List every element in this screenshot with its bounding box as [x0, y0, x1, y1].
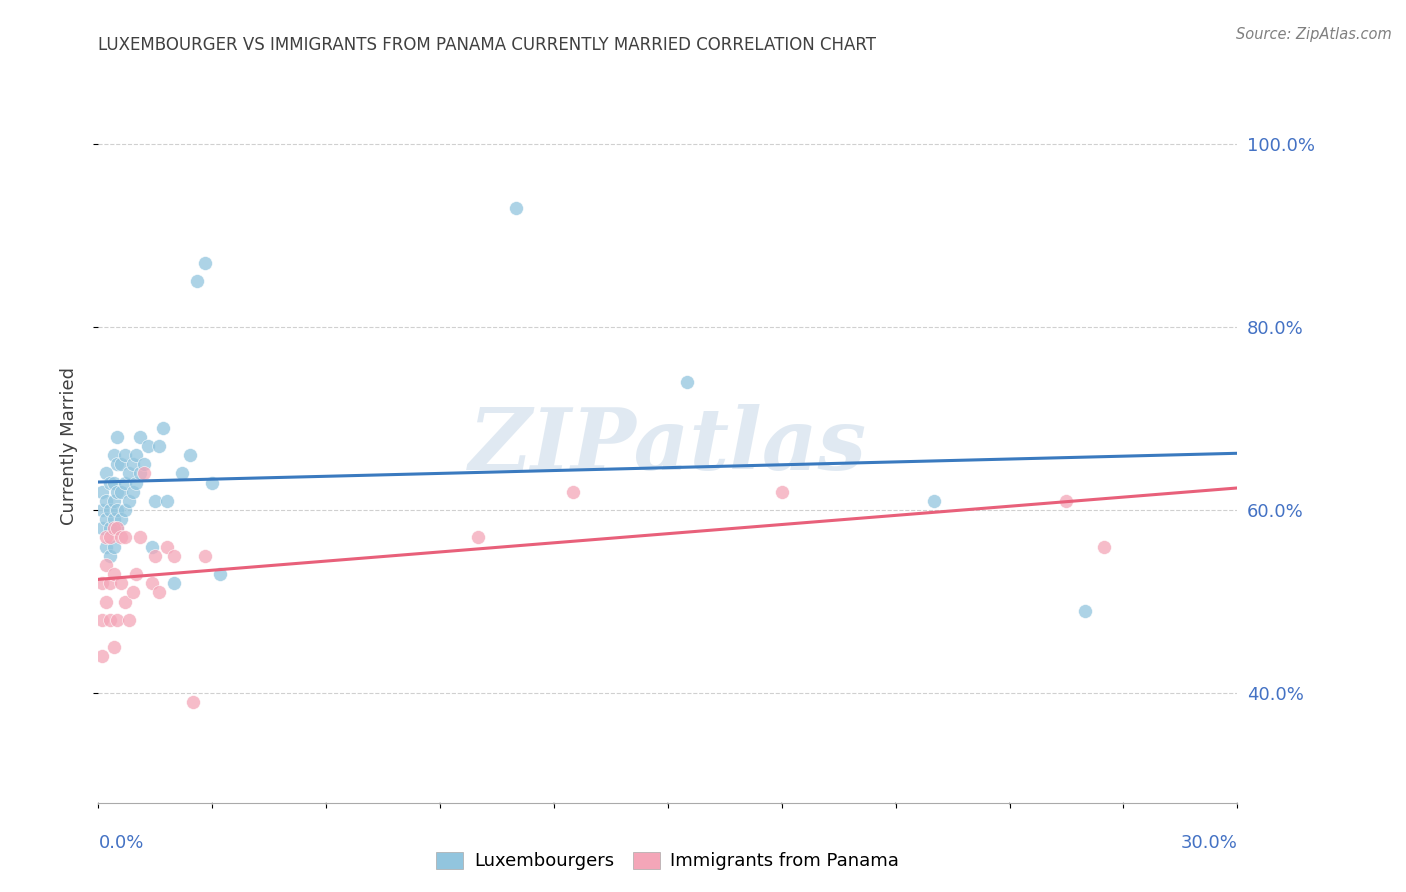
- Point: [98, 521, 121, 535]
- Point: [152, 420, 174, 434]
- Point: [103, 512, 125, 526]
- Point: [91, 613, 114, 627]
- Point: [94, 594, 117, 608]
- Point: [505, 201, 527, 215]
- Point: [94, 558, 117, 572]
- Point: [94, 512, 117, 526]
- Point: [163, 549, 186, 563]
- Point: [94, 494, 117, 508]
- Point: [107, 484, 129, 499]
- Point: [922, 494, 945, 508]
- Point: [94, 531, 117, 545]
- Point: [194, 549, 217, 563]
- Point: [208, 567, 231, 582]
- Point: [103, 521, 125, 535]
- Legend: Luxembourgers, Immigrants from Panama: Luxembourgers, Immigrants from Panama: [427, 843, 908, 880]
- Text: Source: ZipAtlas.com: Source: ZipAtlas.com: [1236, 27, 1392, 42]
- Point: [94, 540, 117, 554]
- Point: [107, 521, 129, 535]
- Point: [91, 484, 114, 499]
- Text: 30.0%: 30.0%: [1181, 834, 1237, 852]
- Point: [163, 576, 186, 591]
- Point: [114, 448, 136, 462]
- Point: [114, 503, 136, 517]
- Point: [118, 613, 141, 627]
- Point: [98, 549, 121, 563]
- Point: [103, 540, 125, 554]
- Point: [1056, 494, 1078, 508]
- Point: [91, 649, 114, 664]
- Point: [118, 494, 141, 508]
- Point: [201, 475, 224, 490]
- Point: [107, 458, 129, 472]
- Point: [107, 613, 129, 627]
- Point: [118, 467, 141, 481]
- Point: [110, 531, 132, 545]
- Point: [183, 695, 205, 709]
- Point: [98, 503, 121, 517]
- Point: [94, 467, 117, 481]
- Point: [121, 484, 143, 499]
- Point: [98, 475, 121, 490]
- Point: [125, 448, 148, 462]
- Point: [129, 430, 152, 444]
- Point: [467, 531, 489, 545]
- Point: [1094, 540, 1116, 554]
- Point: [132, 458, 155, 472]
- Point: [107, 430, 129, 444]
- Point: [170, 467, 193, 481]
- Point: [186, 274, 208, 288]
- Point: [194, 256, 217, 270]
- Point: [114, 531, 136, 545]
- Point: [103, 640, 125, 655]
- Point: [110, 484, 132, 499]
- Point: [114, 594, 136, 608]
- Text: ZIPatlas: ZIPatlas: [468, 404, 868, 488]
- Point: [121, 585, 143, 599]
- Point: [129, 531, 152, 545]
- Point: [110, 458, 132, 472]
- Point: [103, 494, 125, 508]
- Point: [91, 576, 114, 591]
- Point: [125, 475, 148, 490]
- Point: [132, 467, 155, 481]
- Text: LUXEMBOURGER VS IMMIGRANTS FROM PANAMA CURRENTLY MARRIED CORRELATION CHART: LUXEMBOURGER VS IMMIGRANTS FROM PANAMA C…: [98, 36, 876, 54]
- Point: [103, 567, 125, 582]
- Point: [145, 494, 167, 508]
- Point: [107, 503, 129, 517]
- Point: [145, 549, 167, 563]
- Point: [770, 484, 793, 499]
- Point: [562, 484, 585, 499]
- Point: [125, 567, 148, 582]
- Y-axis label: Currently Married: Currently Married: [59, 367, 77, 525]
- Point: [110, 512, 132, 526]
- Point: [148, 439, 170, 453]
- Text: 0.0%: 0.0%: [98, 834, 143, 852]
- Point: [110, 576, 132, 591]
- Point: [1074, 604, 1097, 618]
- Point: [121, 458, 143, 472]
- Point: [98, 576, 121, 591]
- Point: [136, 439, 159, 453]
- Point: [103, 448, 125, 462]
- Point: [156, 540, 179, 554]
- Point: [91, 521, 114, 535]
- Point: [114, 475, 136, 490]
- Point: [148, 585, 170, 599]
- Point: [103, 475, 125, 490]
- Point: [91, 503, 114, 517]
- Point: [98, 613, 121, 627]
- Point: [141, 540, 163, 554]
- Point: [156, 494, 179, 508]
- Point: [129, 467, 152, 481]
- Point: [141, 576, 163, 591]
- Point: [676, 375, 699, 389]
- Point: [107, 521, 129, 535]
- Point: [179, 448, 201, 462]
- Point: [98, 531, 121, 545]
